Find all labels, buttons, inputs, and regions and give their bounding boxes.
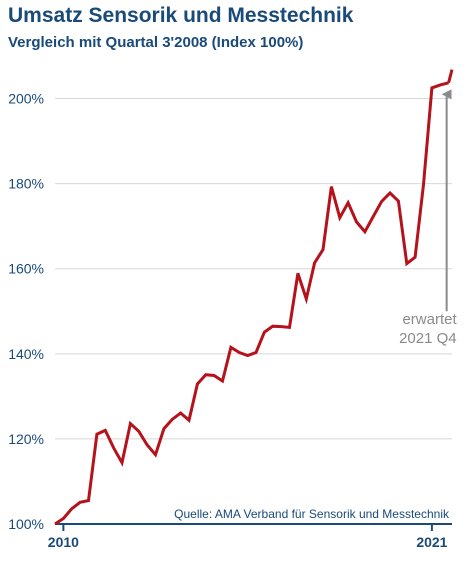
annotation-line-1: erwartet xyxy=(402,311,457,328)
x-tick-label: 2010 xyxy=(48,534,79,550)
y-tick-label: 200% xyxy=(8,91,44,107)
source-note: Quelle: AMA Verband für Sensorik und Mes… xyxy=(174,507,450,521)
y-tick-label: 120% xyxy=(8,431,44,447)
y-tick-label: 140% xyxy=(8,346,44,362)
y-tick-label: 160% xyxy=(8,261,44,277)
chart-subtitle: Vergleich mit Quartal 3'2008 (Index 100%… xyxy=(8,34,304,51)
annotation-line-2: 2021 Q4 xyxy=(399,330,457,347)
y-tick-label: 100% xyxy=(8,516,44,532)
y-tick-label: 180% xyxy=(8,176,44,192)
x-axis: 2010 2021 xyxy=(48,524,448,550)
gridlines xyxy=(55,98,452,440)
projection-line xyxy=(447,69,454,84)
series-group xyxy=(54,69,454,526)
series-line xyxy=(54,81,449,526)
x-tick-label: 2021 xyxy=(416,534,447,550)
chart-title: Umsatz Sensorik und Messtechnik xyxy=(8,4,354,27)
y-axis: 100% 120% 140% 160% 180% 200% xyxy=(8,91,44,532)
